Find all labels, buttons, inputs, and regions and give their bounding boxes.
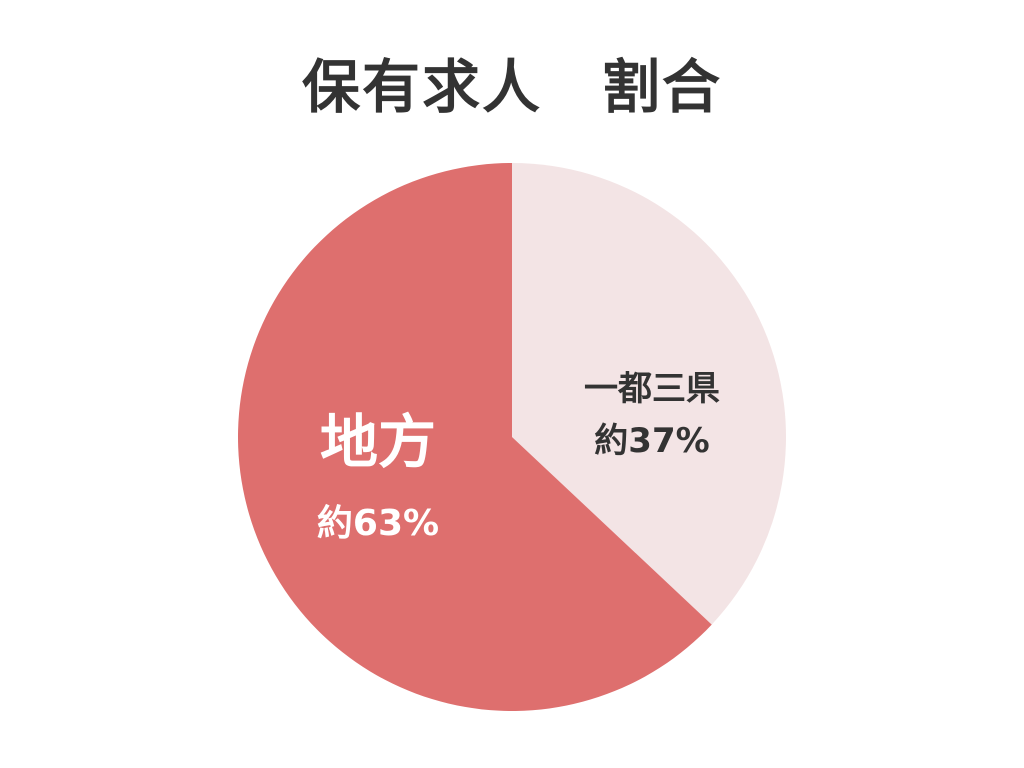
pie-slice-1: [512, 163, 786, 625]
slice-percent-label: 約37%: [594, 421, 709, 461]
slice-name-label: 地方: [320, 408, 436, 476]
slice-percent-label: 約63%: [317, 503, 439, 544]
slice-name-label: 一都三県: [584, 369, 720, 409]
pie-slice-2: [238, 163, 712, 712]
chart-title: 保有求人 割合: [301, 53, 722, 121]
